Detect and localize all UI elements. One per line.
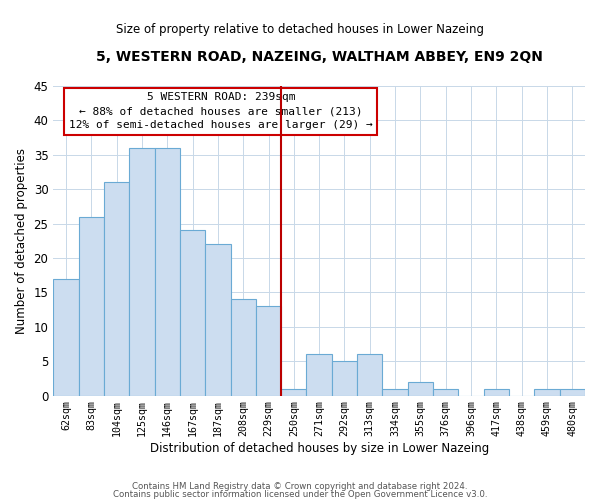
Bar (307, 354, 332, 396)
Text: Contains HM Land Registry data © Crown copyright and database right 2024.: Contains HM Land Registry data © Crown c… (132, 482, 468, 491)
Bar (180, 230, 205, 396)
Bar (230, 300, 256, 396)
Bar (129, 148, 155, 396)
Bar (560, 388, 585, 396)
Bar (382, 388, 408, 396)
Bar (332, 361, 357, 396)
Bar (357, 354, 382, 396)
Bar (53, 278, 79, 396)
X-axis label: Distribution of detached houses by size in Lower Nazeing: Distribution of detached houses by size … (149, 442, 489, 455)
Bar (281, 388, 307, 396)
Text: 5 WESTERN ROAD: 239sqm
← 88% of detached houses are smaller (213)
12% of semi-de: 5 WESTERN ROAD: 239sqm ← 88% of detached… (69, 92, 373, 130)
Bar (104, 182, 129, 396)
Y-axis label: Number of detached properties: Number of detached properties (15, 148, 28, 334)
Bar (433, 388, 458, 396)
Bar (155, 148, 180, 396)
Bar (79, 216, 104, 396)
Bar (484, 388, 509, 396)
Title: 5, WESTERN ROAD, NAZEING, WALTHAM ABBEY, EN9 2QN: 5, WESTERN ROAD, NAZEING, WALTHAM ABBEY,… (96, 50, 542, 64)
Bar (256, 306, 281, 396)
Text: Contains public sector information licensed under the Open Government Licence v3: Contains public sector information licen… (113, 490, 487, 499)
Bar (205, 244, 230, 396)
Bar (535, 388, 560, 396)
Bar (408, 382, 433, 396)
Text: Size of property relative to detached houses in Lower Nazeing: Size of property relative to detached ho… (116, 22, 484, 36)
